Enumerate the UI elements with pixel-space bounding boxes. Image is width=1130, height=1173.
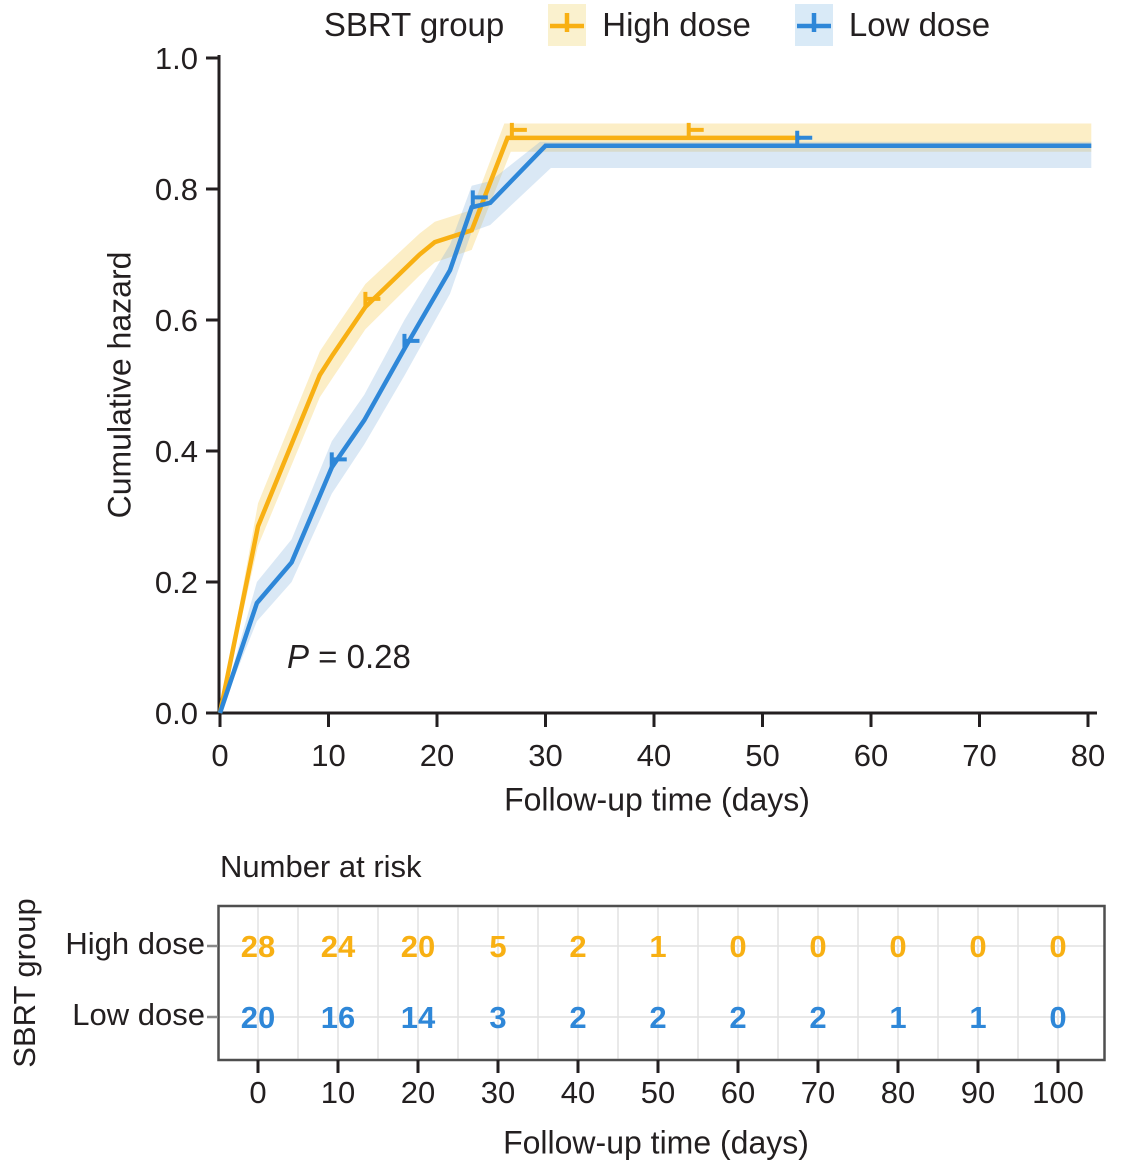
svg-text:0: 0 (729, 929, 746, 964)
legend-item-high-dose: High dose (548, 4, 751, 46)
legend-title: SBRT group (323, 6, 505, 43)
svg-text:2: 2 (809, 1000, 826, 1035)
legend-label-high-dose: High dose (602, 6, 751, 43)
plot-axes: 0.0 0.2 0.4 0.6 0.8 1.0 0 10 20 30 40 50 60 70 80 (155, 41, 1105, 773)
risk-table-group-label: SBRT group (7, 898, 42, 1068)
svg-text:0.2: 0.2 (155, 565, 198, 600)
svg-text:0.4: 0.4 (155, 434, 198, 469)
svg-text:14: 14 (401, 1000, 436, 1035)
svg-text:28: 28 (241, 929, 275, 964)
svg-text:24: 24 (321, 929, 356, 964)
svg-text:70: 70 (801, 1075, 835, 1110)
high-dose-curve (217, 122, 801, 714)
svg-text:20: 20 (401, 1075, 435, 1110)
risk-x-axis-title: Follow-up time (days) (503, 1124, 809, 1161)
low-dose-ci-band (220, 141, 1092, 714)
svg-text:2: 2 (569, 1000, 586, 1035)
x-axis-title: Follow-up time (days) (504, 781, 810, 818)
svg-text:80: 80 (1071, 738, 1105, 773)
svg-text:60: 60 (854, 738, 888, 773)
svg-text:10: 10 (321, 1075, 355, 1110)
svg-text:40: 40 (637, 738, 671, 773)
svg-text:1: 1 (889, 1000, 906, 1035)
svg-text:90: 90 (961, 1075, 995, 1110)
svg-text:2: 2 (649, 1000, 666, 1035)
svg-text:0: 0 (1049, 929, 1066, 964)
svg-text:20: 20 (420, 738, 454, 773)
svg-text:0: 0 (969, 929, 986, 964)
svg-text:40: 40 (561, 1075, 595, 1110)
svg-text:0.0: 0.0 (155, 696, 198, 731)
svg-text:30: 30 (481, 1075, 515, 1110)
svg-text:0.8: 0.8 (155, 172, 198, 207)
svg-text:2: 2 (729, 1000, 746, 1035)
svg-text:5: 5 (489, 929, 506, 964)
svg-text:0.6: 0.6 (155, 303, 198, 338)
svg-text:1: 1 (649, 929, 666, 964)
y-axis-title: Cumulative hazard (101, 251, 138, 519)
p-value-text: = 0.28 (309, 638, 411, 675)
high-dose-censor-swatch-icon (548, 4, 587, 46)
svg-text:0: 0 (809, 929, 826, 964)
low-dose-censor-swatch-icon (794, 4, 833, 46)
legend-label-low-dose: Low dose (848, 6, 991, 43)
svg-text:100: 100 (1032, 1075, 1084, 1110)
svg-text:20: 20 (241, 1000, 275, 1035)
legend: SBRT group High dose Low dose (92, 2, 1130, 48)
svg-text:0: 0 (1049, 1000, 1066, 1035)
svg-text:0: 0 (211, 738, 228, 773)
svg-text:1.0: 1.0 (155, 41, 198, 76)
p-value-annotation: P = 0.28 (287, 638, 411, 676)
risk-row-label-low-dose: Low dose (72, 997, 205, 1033)
svg-text:30: 30 (528, 738, 562, 773)
svg-text:16: 16 (321, 1000, 355, 1035)
svg-text:1: 1 (969, 1000, 986, 1035)
risk-table-title: Number at risk (220, 849, 422, 884)
svg-text:20: 20 (401, 929, 435, 964)
risk-row-low-dose-values: 20 16 14 3 2 2 2 2 1 1 0 (241, 1000, 1067, 1035)
risk-row-label-high-dose: High dose (65, 926, 205, 962)
svg-text:50: 50 (745, 738, 779, 773)
svg-text:60: 60 (721, 1075, 755, 1110)
svg-text:70: 70 (962, 738, 996, 773)
risk-row-high-dose-values: 28 24 20 5 2 1 0 0 0 0 0 (241, 929, 1067, 964)
svg-text:10: 10 (311, 738, 345, 773)
svg-text:50: 50 (641, 1075, 675, 1110)
svg-text:80: 80 (881, 1075, 915, 1110)
svg-text:0: 0 (889, 929, 906, 964)
low-dose-curve (217, 130, 1092, 714)
p-value-symbol: P (287, 638, 310, 675)
svg-text:2: 2 (569, 929, 586, 964)
svg-text:3: 3 (489, 1000, 506, 1035)
svg-text:0: 0 (249, 1075, 266, 1110)
legend-item-low-dose: Low dose (794, 4, 991, 46)
